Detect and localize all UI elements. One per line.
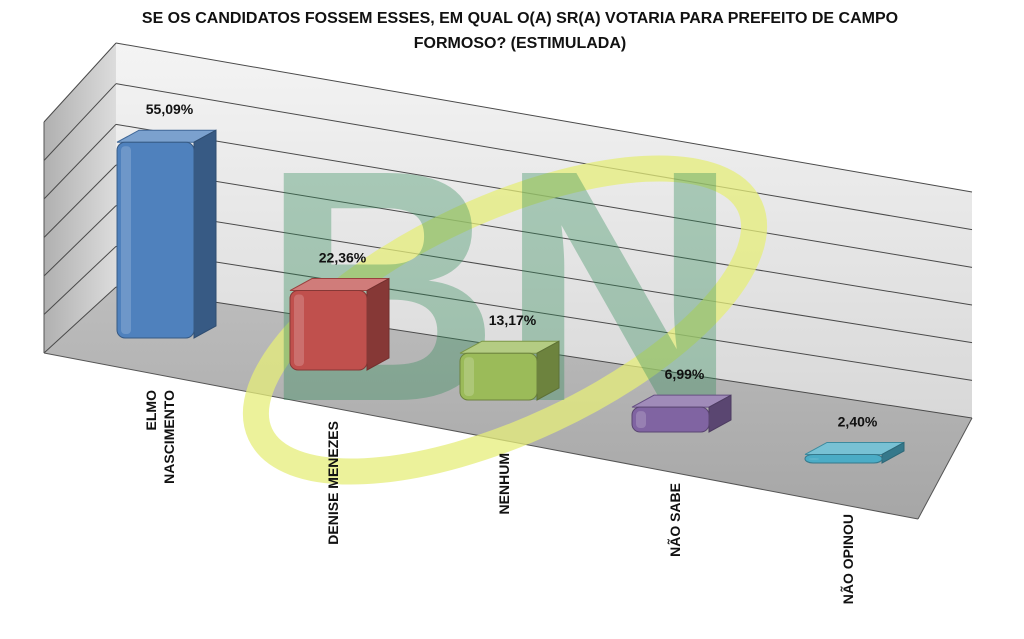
category-label-line: DENISE MENEZES bbox=[325, 421, 341, 545]
category-label: NENHUM bbox=[496, 453, 512, 514]
bar bbox=[804, 441, 905, 464]
bar-highlight bbox=[294, 294, 304, 366]
gridline-side bbox=[43, 245, 117, 315]
value-label: 6,99% bbox=[665, 366, 705, 382]
chart-title-line-1: SE OS CANDIDATOS FOSSEM ESSES, EM QUAL O… bbox=[142, 10, 898, 27]
bar-side bbox=[366, 277, 390, 371]
back-wall bbox=[116, 43, 972, 418]
value-label: 2,40% bbox=[838, 413, 878, 429]
chart-title-line-2: FORMOSO? (ESTIMULADA) bbox=[414, 35, 626, 52]
category-label-line: NÃO OPINOU bbox=[839, 514, 856, 604]
category-label: ELMO NASCIMENTO bbox=[143, 390, 177, 484]
watermark-swoosh bbox=[242, 155, 768, 485]
category-labels: ELMO NASCIMENTO DENISE MENEZES NENHUM NÃO SA… bbox=[143, 390, 856, 604]
gridline-side bbox=[43, 83, 117, 161]
bar bbox=[459, 340, 560, 401]
category-label: NÃO SABE bbox=[666, 483, 683, 557]
bar-front bbox=[116, 141, 195, 339]
category-label: DENISE MENEZES bbox=[325, 421, 341, 545]
bar-highlight bbox=[121, 146, 131, 334]
gridline-back bbox=[115, 42, 973, 193]
bar-front bbox=[289, 290, 368, 371]
gridline-back bbox=[115, 205, 973, 344]
gridline-back bbox=[115, 164, 973, 306]
category-label-line: NASCIMENTO bbox=[161, 390, 177, 484]
category-label-line: ELMO bbox=[143, 390, 159, 431]
bar bbox=[289, 277, 390, 371]
gridline-side bbox=[43, 42, 117, 123]
gridline-side bbox=[43, 205, 117, 277]
gridline-side bbox=[43, 164, 117, 238]
gridlines bbox=[43, 42, 973, 520]
bar bbox=[116, 129, 217, 339]
category-label: NÃO OPINOU bbox=[839, 514, 856, 604]
category-label-line: NENHUM bbox=[496, 453, 512, 514]
bar-highlight bbox=[464, 357, 474, 396]
bars bbox=[116, 129, 905, 464]
value-label: 22,36% bbox=[319, 250, 367, 266]
gridline-side bbox=[43, 286, 117, 354]
bar bbox=[631, 394, 732, 433]
side-wall bbox=[44, 43, 116, 353]
floor-right-edge bbox=[917, 417, 973, 520]
bar-highlight bbox=[809, 458, 819, 460]
category-label-line: NÃO SABE bbox=[666, 483, 683, 557]
value-label: 13,17% bbox=[489, 312, 537, 328]
bar-highlight bbox=[636, 411, 646, 428]
bar-front bbox=[459, 352, 538, 401]
gridline-back bbox=[115, 245, 973, 381]
gridline-back bbox=[115, 83, 973, 231]
value-labels: 55,09% 22,36% 13,17% 6,99% 2,40% bbox=[146, 101, 878, 429]
value-label: 55,09% bbox=[146, 101, 194, 117]
bar-side bbox=[193, 129, 217, 339]
gridline-side bbox=[43, 123, 117, 200]
bar-front bbox=[631, 406, 710, 433]
bar-front bbox=[804, 453, 883, 464]
